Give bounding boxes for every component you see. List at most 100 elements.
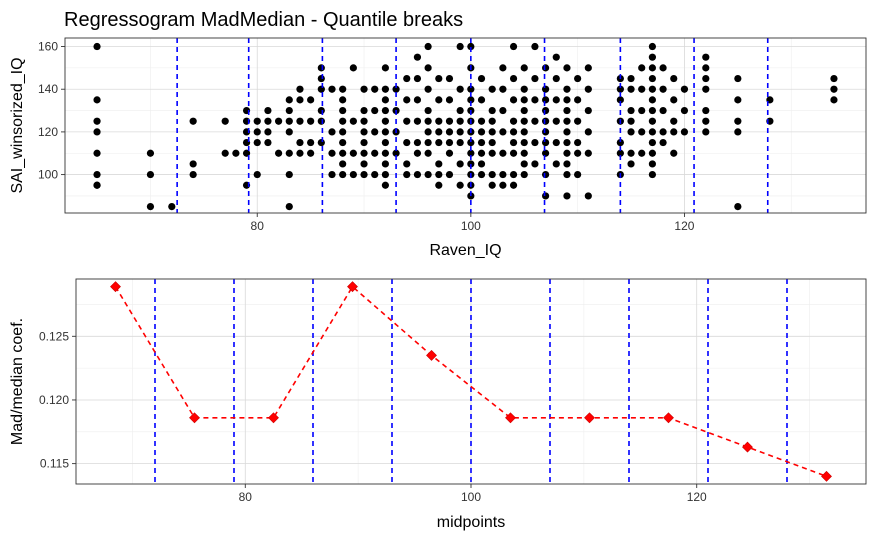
- data-point: [734, 128, 742, 136]
- data-point: [403, 74, 411, 83]
- data-point: [413, 149, 422, 157]
- data-point: [584, 64, 592, 72]
- x-tick-label: 120: [687, 490, 707, 504]
- data-point: [275, 149, 283, 157]
- data-point: [509, 138, 518, 147]
- data-point: [349, 149, 357, 157]
- data-point: [317, 85, 325, 93]
- data-point: [520, 170, 528, 179]
- data-point: [456, 181, 464, 189]
- data-point: [659, 128, 667, 136]
- data-point: [520, 138, 528, 147]
- data-point: [189, 117, 197, 125]
- data-point: [467, 160, 475, 168]
- data-point: [702, 106, 710, 115]
- data-point: [339, 85, 347, 93]
- data-point: [264, 138, 272, 147]
- data-point: [424, 138, 432, 147]
- data-point: [638, 128, 646, 136]
- data-point: [403, 170, 411, 179]
- data-point: [531, 160, 539, 168]
- data-point: [584, 85, 592, 93]
- y-axis-title: SAI_winsorized_IQ: [9, 57, 26, 193]
- data-point: [339, 138, 347, 147]
- data-point: [574, 96, 582, 104]
- data-point: [627, 74, 635, 83]
- data-point: [381, 85, 389, 93]
- data-point: [381, 106, 389, 115]
- y-tick-label: 140: [38, 82, 58, 96]
- trend-line: [114, 285, 827, 478]
- data-point: [381, 138, 389, 147]
- data-point: [670, 149, 678, 157]
- data-point: [680, 85, 689, 93]
- data-point: [563, 192, 571, 200]
- data-point: [93, 96, 101, 104]
- data-point: [403, 138, 411, 147]
- data-point: [168, 202, 176, 211]
- x-axis-title: Raven_IQ: [429, 242, 501, 259]
- data-point: [477, 96, 486, 104]
- data-point: [445, 96, 454, 104]
- data-point: [253, 138, 261, 147]
- data-point: [456, 85, 464, 93]
- data-point: [285, 149, 293, 157]
- x-tick-label: 100: [461, 490, 481, 504]
- data-point: [574, 74, 582, 83]
- data-point: [520, 106, 528, 115]
- data-point: [531, 96, 539, 104]
- data-point: [734, 202, 742, 211]
- data-point: [488, 128, 496, 136]
- data-point: [488, 138, 496, 147]
- data-point: [616, 138, 624, 147]
- data-point: [93, 128, 101, 136]
- data-point: [413, 74, 422, 83]
- y-tick-label: 0.125: [39, 329, 69, 343]
- data-point: [702, 85, 710, 93]
- data-point: [648, 149, 657, 157]
- data-point: [670, 74, 678, 83]
- data-point: [702, 53, 710, 61]
- data-point: [584, 106, 592, 115]
- data-point: [574, 138, 582, 147]
- data-point: [520, 149, 528, 157]
- data-point: [349, 170, 357, 179]
- data-point: [670, 96, 678, 104]
- data-point: [499, 64, 507, 72]
- data-point: [552, 74, 560, 83]
- data-point: [531, 138, 539, 147]
- data-point: [189, 170, 197, 179]
- data-point: [456, 106, 464, 115]
- data-point: [563, 160, 571, 168]
- data-point: [360, 170, 368, 179]
- data-point: [648, 138, 657, 147]
- data-point: [413, 96, 422, 104]
- data-point: [424, 42, 432, 51]
- data-point: [93, 117, 101, 125]
- data-point: [146, 202, 155, 211]
- data-point: [317, 138, 325, 147]
- data-point: [477, 117, 486, 125]
- data-point: [670, 128, 678, 136]
- data-point: [456, 117, 464, 125]
- data-point: [477, 138, 486, 147]
- data-point: [648, 85, 657, 93]
- data-point: [264, 106, 272, 115]
- data-point: [403, 96, 411, 104]
- data-point: [360, 85, 368, 93]
- data-point: [285, 117, 293, 125]
- data-point: [488, 106, 496, 115]
- data-point: [542, 138, 550, 147]
- diamond-marker: [110, 281, 121, 293]
- data-point: [253, 128, 261, 136]
- diamond-marker: [268, 412, 279, 424]
- data-point: [93, 42, 101, 51]
- data-point: [253, 170, 261, 179]
- data-point: [638, 64, 646, 72]
- data-point: [627, 85, 635, 93]
- data-point: [317, 106, 325, 115]
- data-point: [328, 85, 336, 93]
- data-point: [296, 138, 304, 147]
- data-point: [445, 170, 454, 179]
